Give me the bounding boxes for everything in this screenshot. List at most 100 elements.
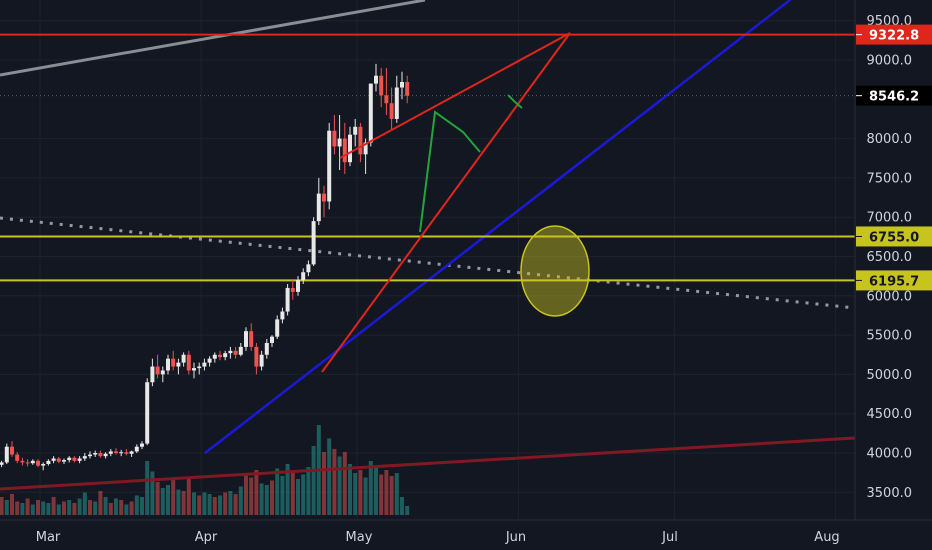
green-pattern-line[interactable] <box>419 110 481 233</box>
volume-bar <box>160 488 165 515</box>
candle-body <box>56 458 61 462</box>
volume-bar <box>166 485 170 515</box>
volume-bar <box>62 501 66 515</box>
time-tick-label: Jun <box>505 530 526 545</box>
candle-body <box>233 350 238 355</box>
volume-bar <box>212 497 217 515</box>
candle-body <box>244 331 248 347</box>
candle-body <box>41 464 46 466</box>
volume-bar <box>368 461 373 515</box>
blue-trendline[interactable] <box>204 0 791 454</box>
volume-bar <box>218 495 222 515</box>
candle-body <box>332 130 337 147</box>
candle-body <box>88 454 92 457</box>
volume-bar <box>67 500 72 515</box>
candle-body <box>134 446 139 452</box>
price-badge-label: 6195.7 <box>869 274 919 289</box>
grid-lines <box>0 0 855 520</box>
volume-bar <box>145 461 150 515</box>
candle-body <box>337 138 342 147</box>
candle-body <box>36 460 40 466</box>
volume-bar <box>322 452 326 515</box>
candle-body <box>98 453 103 457</box>
volume-bar <box>233 494 238 515</box>
candle-body <box>129 451 134 454</box>
price-badge <box>856 226 932 247</box>
volume-bar <box>290 473 295 515</box>
volume-bar <box>15 501 20 515</box>
price-tick-label: 7500.0 <box>867 171 913 186</box>
price-tick-label: 5500.0 <box>867 329 913 344</box>
volume-bar <box>358 470 363 515</box>
time-tick-label: Mar <box>36 530 61 545</box>
volume-bar <box>98 491 103 515</box>
grey-trendline[interactable] <box>0 0 426 77</box>
candle-body <box>202 362 207 367</box>
candle-body <box>322 193 326 202</box>
volume-bar <box>25 498 30 515</box>
candle-body <box>363 142 368 155</box>
candle-body <box>374 75 378 84</box>
price-badge-label: 9322.8 <box>869 29 919 44</box>
candle-body <box>166 358 170 371</box>
green-pattern-tail[interactable] <box>507 94 523 109</box>
volume-bar <box>150 471 155 515</box>
price-axis[interactable]: 9500.09000.08000.07500.07000.06500.06000… <box>867 14 913 501</box>
candle-body <box>46 460 51 465</box>
volume-bar <box>348 464 352 515</box>
volume-bar <box>134 495 139 515</box>
price-badge <box>856 270 932 291</box>
price-tick-label: 4000.0 <box>867 447 913 462</box>
candle-body <box>249 331 254 347</box>
candle-body <box>400 82 404 88</box>
price-badge <box>856 24 932 45</box>
price-tick-label: 9000.0 <box>867 54 913 69</box>
price-tick-label: 8000.0 <box>867 132 913 147</box>
candle-body <box>405 82 410 96</box>
volume-bar <box>140 497 144 515</box>
candle-body <box>358 126 363 155</box>
candle-body <box>238 346 243 355</box>
volume-bar <box>296 479 300 515</box>
trendline-drawings[interactable] <box>0 0 856 491</box>
volume-bar <box>88 500 92 515</box>
candle-body <box>394 87 399 119</box>
volume-bar <box>192 492 196 515</box>
volume-bar <box>56 504 61 515</box>
candle-body <box>306 264 311 273</box>
volume-bar <box>82 492 87 515</box>
candle-body <box>176 362 181 367</box>
time-axis[interactable]: Mar Apr May Jun Jul Aug <box>36 530 840 545</box>
volume-bar <box>41 501 46 515</box>
candle-body <box>212 354 217 359</box>
candle-body <box>348 134 352 163</box>
candle-body <box>30 460 35 464</box>
volume-bar <box>327 438 332 515</box>
candle-body <box>353 126 358 135</box>
volume-bar <box>10 494 14 515</box>
volume-bar <box>93 501 98 515</box>
price-tick-label: 4500.0 <box>867 407 913 422</box>
candle-body <box>192 368 196 371</box>
volume-bar <box>405 506 410 515</box>
volume-bar <box>36 500 40 515</box>
volume-bar <box>374 467 378 515</box>
wedge-upper-line[interactable] <box>339 32 571 159</box>
dark-red-trendline[interactable] <box>0 436 856 491</box>
volume-bar <box>301 474 306 515</box>
price-tick-label: 3500.0 <box>867 486 913 501</box>
candle-body <box>10 446 14 455</box>
volume-bar <box>275 468 280 515</box>
pattern-drawings[interactable] <box>321 32 571 373</box>
volume-bar <box>254 470 259 515</box>
wedge-lower-line[interactable] <box>321 32 571 373</box>
candle-body <box>207 358 212 363</box>
volume-bar <box>103 497 108 515</box>
candle-body <box>4 446 9 463</box>
candle-body <box>379 75 384 96</box>
highlight-ellipse[interactable] <box>520 225 590 317</box>
time-tick-label: May <box>346 530 373 545</box>
time-tick-label: Apr <box>195 530 218 545</box>
candle-body <box>124 452 129 454</box>
